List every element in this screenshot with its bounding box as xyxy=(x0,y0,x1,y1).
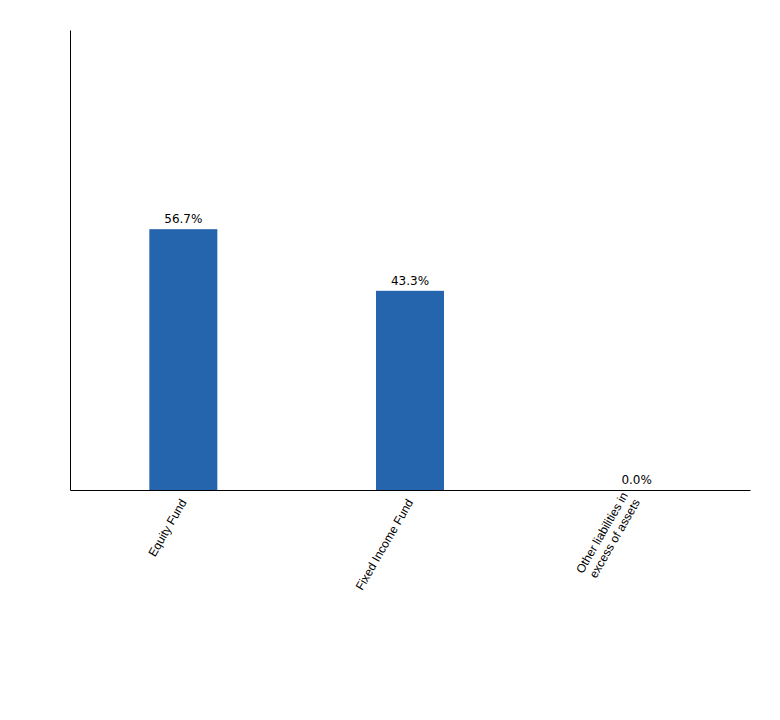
data-labels: 56.7% 43.3% 0.0% xyxy=(164,212,652,487)
data-label: 56.7% xyxy=(164,212,202,226)
x-tick-label: Other liabilities inexcess of assets xyxy=(573,490,643,583)
x-tick: Other liabilities inexcess of assets xyxy=(573,490,643,583)
chart-svg: 56.7% 43.3% 0.0% Equity Fund Fixed Income Fu… xyxy=(0,0,780,720)
y-axis-line xyxy=(70,31,71,491)
x-tick-label-line: Equity Fund xyxy=(145,497,189,559)
bar xyxy=(376,291,444,490)
data-label: 43.3% xyxy=(391,274,429,288)
bar xyxy=(149,229,217,490)
bars xyxy=(149,229,444,490)
x-tick-label-line: Fixed Income Fund xyxy=(353,497,416,593)
x-tick-label: Fixed Income Fund xyxy=(353,497,416,593)
x-axis-line xyxy=(71,490,751,491)
x-tick: Fixed Income Fund xyxy=(353,497,416,593)
x-tick-label-line: excess of assets xyxy=(586,497,642,581)
bar xyxy=(603,490,671,491)
chart-container: 56.7% 43.3% 0.0% Equity Fund Fixed Income Fu… xyxy=(0,0,780,720)
x-axis: Equity Fund Fixed Income Fund Other liabil… xyxy=(71,490,751,593)
y-axis xyxy=(70,31,71,491)
plot: 56.7% 43.3% 0.0% Equity Fund Fixed Income Fu… xyxy=(71,31,751,593)
x-tick-label: Equity Fund xyxy=(145,497,189,559)
data-label: 0.0% xyxy=(621,473,652,487)
x-tick: Equity Fund xyxy=(145,497,189,559)
